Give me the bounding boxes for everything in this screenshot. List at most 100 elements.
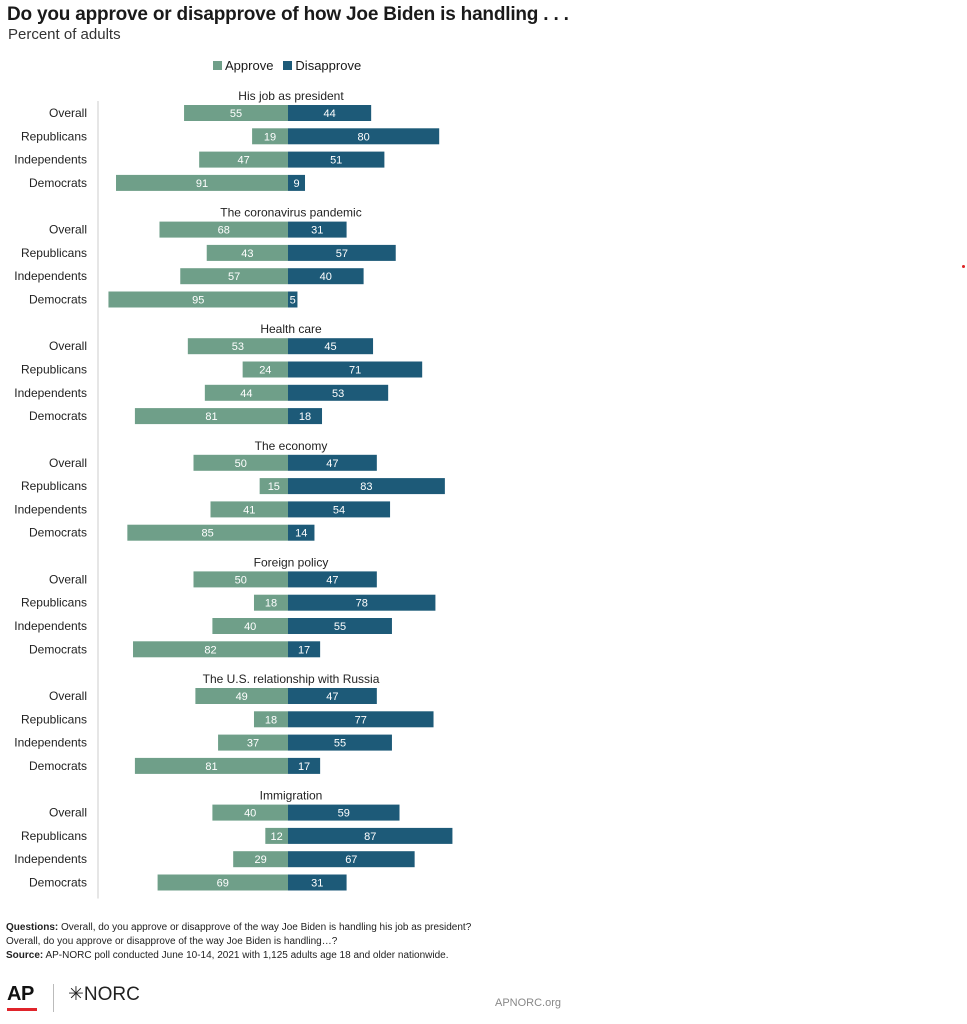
approve-value: 40: [244, 808, 256, 820]
approve-value: 41: [243, 504, 255, 516]
disapprove-bar: [288, 851, 415, 868]
approve-bar: [195, 688, 288, 704]
site-link[interactable]: APNORC.org: [495, 997, 562, 1009]
source-line: Source: AP-NORC poll conducted June 10-1…: [6, 949, 471, 963]
approve-value: 50: [235, 574, 247, 586]
approve-value: 40: [244, 621, 256, 633]
row-label: Democrats: [29, 642, 87, 656]
legend-item-approve: Approve: [213, 58, 273, 73]
disapprove-bar: [288, 291, 298, 308]
disapprove-value: 45: [324, 341, 336, 353]
row-label: Republicans: [21, 712, 87, 726]
row-label: Republicans: [21, 129, 87, 143]
chart-title: Do you approve or disapprove of how Joe …: [7, 4, 569, 25]
disapprove-bar: [288, 221, 347, 238]
group-title: Foreign policy: [254, 555, 329, 569]
row-label: Democrats: [29, 759, 87, 773]
approve-value: 24: [259, 365, 271, 377]
row-label: Overall: [49, 456, 87, 470]
group-title: His job as president: [238, 89, 344, 103]
approve-bar: [206, 244, 288, 261]
disapprove-value: 55: [334, 738, 346, 750]
row-label: Democrats: [29, 526, 87, 540]
approve-swatch: [213, 61, 222, 70]
row-label: Overall: [49, 223, 87, 237]
approve-value: 37: [247, 738, 259, 750]
disapprove-bar: [288, 734, 392, 751]
approve-bar: [210, 501, 288, 518]
row-label: Democrats: [29, 176, 87, 190]
approve-bar: [116, 174, 288, 191]
row-label: Overall: [49, 572, 87, 586]
approve-bar: [133, 641, 288, 658]
approve-value: 47: [237, 155, 249, 167]
disapprove-value: 17: [298, 761, 310, 773]
disapprove-bar: [288, 454, 377, 471]
group-title: The economy: [255, 439, 328, 453]
stray-dot: [962, 265, 965, 268]
disapprove-bar: [288, 478, 445, 495]
disapprove-bar: [288, 757, 321, 774]
disapprove-value: 71: [349, 365, 361, 377]
disapprove-bar: [288, 244, 396, 261]
row-label: Independents: [14, 502, 87, 516]
group-title: Immigration: [260, 789, 323, 803]
row-label: Independents: [14, 153, 87, 167]
row-label: Independents: [14, 736, 87, 750]
approve-value: 19: [264, 131, 276, 143]
disapprove-value: 83: [360, 481, 372, 493]
disapprove-bar: [288, 128, 440, 145]
approve-bar: [253, 594, 288, 611]
ap-logo: AP: [7, 983, 34, 1005]
approve-bar: [108, 291, 288, 308]
approve-bar: [127, 524, 288, 541]
approve-bar: [204, 384, 288, 401]
approve-bar: [233, 851, 288, 868]
approve-bar: [242, 361, 288, 378]
approve-value: 68: [218, 225, 230, 237]
approve-bar: [157, 874, 288, 891]
row-label: Republicans: [21, 246, 87, 260]
disapprove-bar: [288, 105, 372, 121]
approve-value: 82: [204, 644, 216, 656]
approve-bar: [134, 757, 288, 774]
disapprove-bar: [288, 594, 436, 611]
approve-value: 55: [230, 108, 242, 120]
approve-value: 18: [265, 714, 277, 726]
disapprove-bar: [288, 711, 434, 728]
disapprove-bar: [288, 338, 374, 355]
legend-item-disapprove: Disapprove: [283, 58, 361, 73]
approve-bar: [187, 338, 288, 355]
disapprove-bar: [288, 384, 389, 401]
disapprove-value: 47: [326, 458, 338, 470]
approve-value: 57: [228, 271, 240, 283]
disapprove-value: 54: [333, 504, 345, 516]
approve-value: 69: [217, 878, 229, 890]
approve-bar: [259, 478, 288, 495]
group-title: The coronavirus pandemic: [220, 206, 361, 220]
questions-text-1: Overall, do you approve or disapprove of…: [61, 922, 472, 933]
row-label: Republicans: [21, 363, 87, 377]
disapprove-bar: [288, 874, 347, 891]
row-label: Overall: [49, 339, 87, 353]
norc-logo: ✳NORC: [68, 984, 140, 1005]
legend-label-disapprove: Disapprove: [295, 58, 362, 73]
disapprove-value: 9: [293, 178, 299, 190]
approve-value: 95: [192, 295, 204, 307]
chart-subtitle: Percent of adults: [8, 26, 121, 43]
approve-bar: [180, 268, 288, 285]
approve-value: 81: [205, 411, 217, 423]
disapprove-value: 87: [364, 831, 376, 843]
logo-divider: [53, 984, 54, 1012]
disapprove-value: 31: [311, 878, 323, 890]
questions-line-1: Questions: Overall, do you approve or di…: [6, 921, 471, 935]
row-label: Overall: [49, 689, 87, 703]
disapprove-value: 77: [355, 714, 367, 726]
disapprove-value: 47: [326, 574, 338, 586]
approve-bar: [199, 151, 288, 168]
legend-label-approve: Approve: [225, 58, 274, 73]
disapprove-value: 18: [299, 411, 311, 423]
disapprove-bar: [288, 804, 400, 821]
row-label: Independents: [14, 386, 87, 400]
disapprove-bar: [288, 408, 323, 425]
